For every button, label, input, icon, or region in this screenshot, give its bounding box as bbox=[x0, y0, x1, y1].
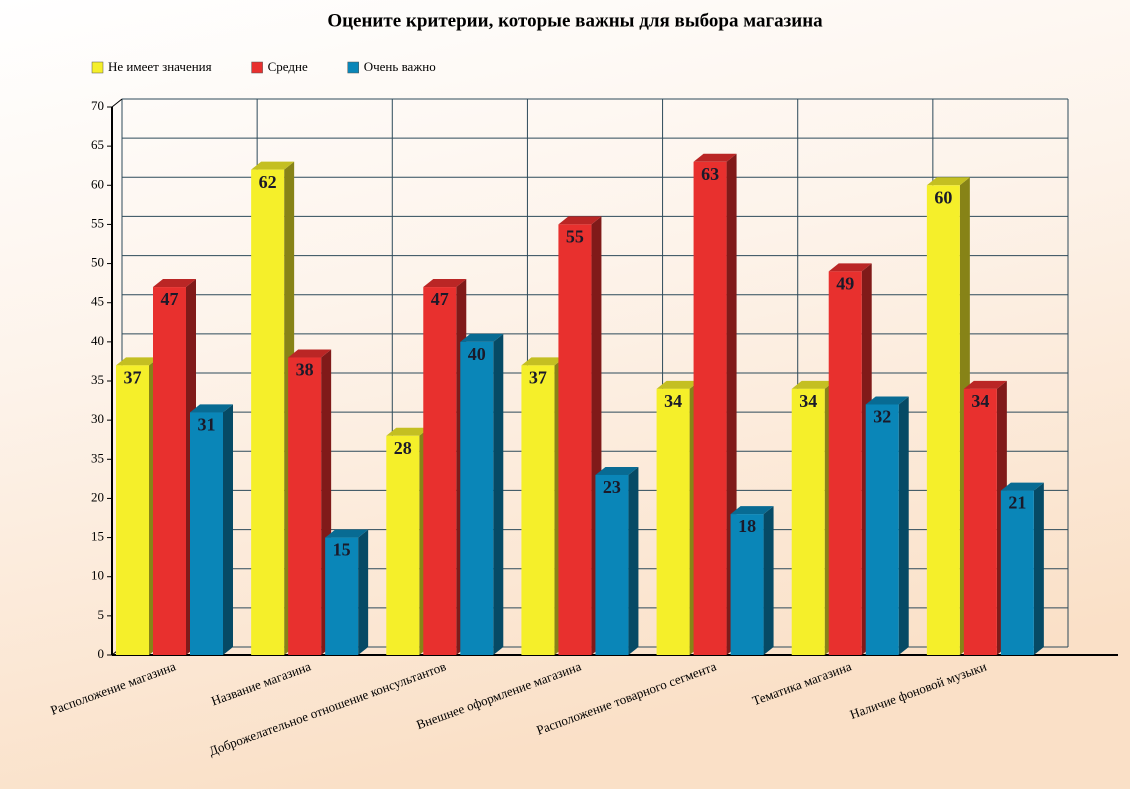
data-label: 47 bbox=[161, 289, 179, 309]
y-tick-label: 70 bbox=[91, 98, 104, 113]
data-label: 60 bbox=[934, 187, 952, 207]
y-tick-label: 35 bbox=[91, 450, 104, 465]
y-tick-label: 50 bbox=[91, 255, 104, 270]
data-label: 21 bbox=[1008, 493, 1026, 513]
bar bbox=[116, 365, 149, 655]
data-label: 23 bbox=[603, 477, 621, 497]
wall-edge bbox=[111, 98, 123, 108]
data-label: 63 bbox=[701, 164, 719, 184]
bar-top bbox=[791, 380, 835, 389]
bar bbox=[386, 435, 420, 655]
legend-label: Не имеет значения bbox=[108, 59, 212, 74]
data-label: 62 bbox=[259, 172, 277, 192]
y-tick-label: 10 bbox=[91, 568, 104, 583]
bar-top bbox=[1000, 482, 1044, 491]
data-label: 34 bbox=[664, 391, 682, 411]
y-tick-label: 0 bbox=[98, 646, 105, 661]
y-tick-label: 30 bbox=[91, 411, 104, 426]
data-label: 28 bbox=[394, 438, 412, 458]
bar-top bbox=[423, 279, 467, 288]
bar-side bbox=[223, 404, 233, 655]
data-label: 18 bbox=[738, 516, 756, 536]
y-tick-label: 20 bbox=[91, 489, 104, 504]
y-tick-label: 15 bbox=[91, 529, 104, 544]
bar-top bbox=[386, 427, 430, 436]
y-tick-label: 35 bbox=[91, 372, 104, 387]
bar-top bbox=[558, 216, 602, 225]
bar-top bbox=[190, 404, 233, 413]
bar-top bbox=[153, 279, 196, 288]
bar-top bbox=[595, 466, 639, 475]
bar-top bbox=[288, 349, 332, 358]
legend-swatch bbox=[347, 61, 359, 74]
bar bbox=[865, 404, 899, 655]
bar bbox=[791, 388, 825, 655]
bar-side bbox=[358, 529, 369, 655]
bar-top bbox=[460, 333, 504, 342]
bar bbox=[963, 388, 997, 655]
bar bbox=[423, 287, 457, 655]
data-label: 37 bbox=[529, 367, 547, 387]
chart-title: Оцените критерии, которые важны для выбо… bbox=[327, 10, 823, 31]
bar bbox=[730, 514, 764, 655]
data-label: 15 bbox=[333, 540, 351, 560]
bar bbox=[656, 388, 690, 655]
bar-side bbox=[493, 333, 504, 655]
bar bbox=[926, 185, 960, 656]
y-tick-label: 45 bbox=[91, 294, 104, 309]
legend-swatch bbox=[91, 61, 104, 74]
bar-side bbox=[898, 396, 909, 655]
bar-top bbox=[828, 263, 872, 272]
bar-top bbox=[926, 177, 970, 186]
bar bbox=[558, 224, 592, 655]
data-label: 31 bbox=[198, 414, 216, 434]
bar bbox=[460, 341, 494, 655]
bar-top bbox=[730, 506, 774, 515]
bar-top bbox=[963, 380, 1007, 389]
legend-swatch bbox=[251, 61, 263, 74]
bar-top bbox=[521, 357, 565, 366]
data-label: 32 bbox=[873, 407, 891, 427]
bar bbox=[1000, 490, 1034, 655]
data-label: 38 bbox=[296, 360, 314, 380]
data-label: 47 bbox=[431, 289, 449, 309]
y-tick-label: 5 bbox=[98, 607, 105, 622]
bar-top bbox=[325, 529, 369, 538]
bar bbox=[288, 357, 322, 655]
bar-top bbox=[251, 161, 295, 170]
bar-side bbox=[763, 506, 774, 655]
bar bbox=[190, 412, 223, 655]
y-tick-label: 65 bbox=[91, 137, 104, 152]
bar bbox=[521, 365, 555, 655]
bar bbox=[251, 169, 285, 655]
legend-label: Средне bbox=[268, 59, 308, 74]
bar-top bbox=[116, 357, 159, 366]
bar bbox=[828, 271, 862, 655]
bar-top bbox=[865, 396, 909, 405]
legend-label: Очень важно bbox=[364, 59, 436, 74]
y-tick-label: 40 bbox=[91, 333, 104, 348]
bar-side bbox=[628, 466, 639, 655]
bar bbox=[595, 474, 629, 655]
data-label: 37 bbox=[124, 367, 142, 387]
data-label: 49 bbox=[836, 274, 854, 294]
y-tick-label: 55 bbox=[91, 215, 104, 230]
bar-top bbox=[656, 380, 700, 389]
data-label: 34 bbox=[799, 391, 817, 411]
bar-top bbox=[693, 153, 737, 162]
data-label: 55 bbox=[566, 227, 584, 247]
bar bbox=[325, 537, 359, 655]
data-label: 40 bbox=[468, 344, 486, 364]
y-tick-label: 60 bbox=[91, 176, 104, 191]
data-label: 34 bbox=[971, 391, 989, 411]
bar-side bbox=[1033, 482, 1044, 655]
bar bbox=[153, 287, 186, 655]
bar bbox=[693, 161, 727, 656]
